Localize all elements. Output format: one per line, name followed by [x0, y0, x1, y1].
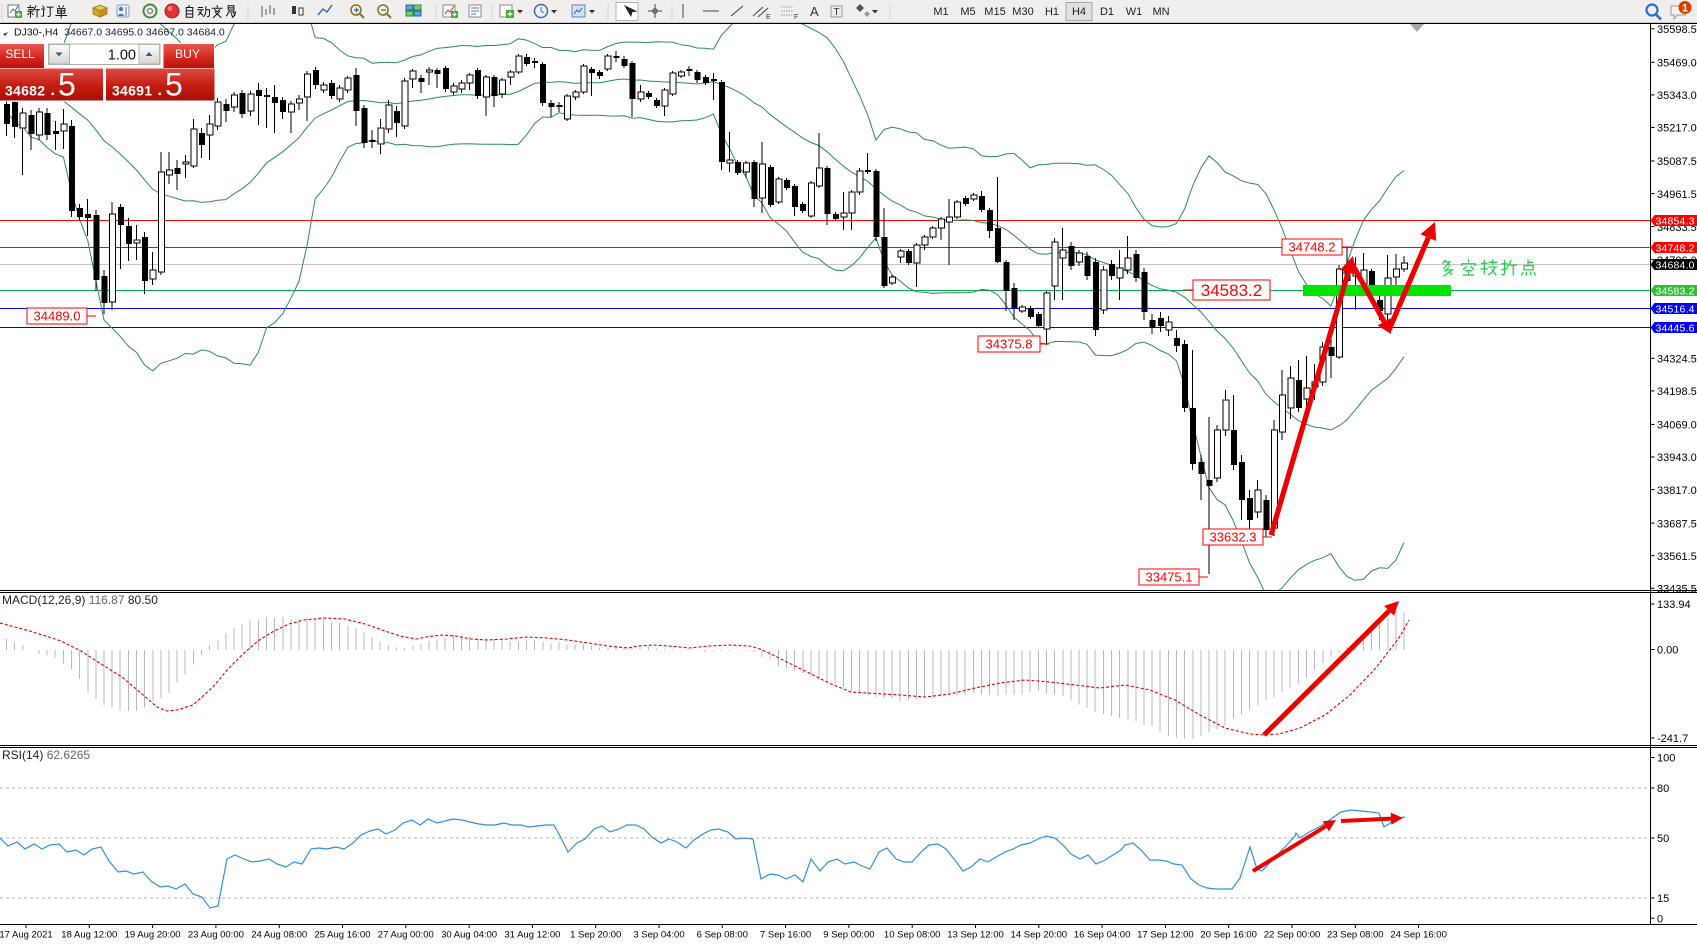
svg-text:24 Aug 08:00: 24 Aug 08:00 [251, 930, 307, 941]
svg-text:1: 1 [1682, 3, 1688, 15]
svg-text:33687.5: 33687.5 [1657, 518, 1697, 530]
svg-text:34691: 34691 [112, 83, 152, 99]
svg-text:M1: M1 [933, 6, 948, 18]
svg-text:34324.5: 34324.5 [1657, 354, 1697, 366]
svg-text:133.94: 133.94 [1657, 599, 1691, 611]
svg-text:14 Sep 20:00: 14 Sep 20:00 [1011, 930, 1068, 941]
svg-text:34583.2: 34583.2 [1656, 286, 1695, 298]
svg-text:W1: W1 [1126, 6, 1143, 18]
svg-text:RSI(14) 62.6265: RSI(14) 62.6265 [2, 748, 90, 762]
svg-text:16 Sep 04:00: 16 Sep 04:00 [1074, 930, 1131, 941]
svg-text:SELL: SELL [5, 47, 35, 61]
svg-text:33943.0: 33943.0 [1657, 452, 1697, 464]
svg-text:34445.6: 34445.6 [1656, 323, 1695, 335]
svg-text:5: 5 [165, 67, 183, 103]
svg-text:9 Sep 00:00: 9 Sep 00:00 [823, 930, 874, 941]
svg-text:23 Aug 00:00: 23 Aug 00:00 [188, 930, 244, 941]
svg-text:0: 0 [1657, 913, 1663, 925]
svg-text:5: 5 [58, 67, 76, 103]
svg-text:25 Aug 16:00: 25 Aug 16:00 [315, 930, 371, 941]
svg-text:50: 50 [1657, 833, 1669, 845]
svg-text:M15: M15 [984, 6, 1005, 18]
svg-text:17 Sep 12:00: 17 Sep 12:00 [1137, 930, 1194, 941]
svg-text:15: 15 [1657, 893, 1669, 905]
svg-text:24 Sep 16:00: 24 Sep 16:00 [1390, 930, 1447, 941]
svg-text:T: T [834, 7, 840, 18]
svg-text:E: E [766, 14, 771, 21]
svg-text:A: A [810, 4, 819, 19]
svg-text:27 Aug 00:00: 27 Aug 00:00 [378, 930, 434, 941]
svg-text:13 Sep 12:00: 13 Sep 12:00 [947, 930, 1004, 941]
svg-text:33475.1: 33475.1 [1146, 570, 1193, 585]
svg-text:.: . [158, 82, 162, 99]
svg-text:F: F [794, 14, 798, 21]
svg-text:22 Sep 00:00: 22 Sep 00:00 [1264, 930, 1321, 941]
svg-text:35217.0: 35217.0 [1657, 123, 1697, 135]
svg-text:34854.3: 34854.3 [1656, 216, 1695, 228]
svg-text:DJ30-,H4 34667.0 34695.0 3466: DJ30-,H4 34667.0 34695.0 34667.0 34684.0 [14, 27, 225, 39]
svg-text:100: 100 [1657, 753, 1675, 765]
svg-text:34684.0: 34684.0 [1656, 260, 1695, 272]
svg-text:H1: H1 [1045, 6, 1059, 18]
svg-text:23 Sep 08:00: 23 Sep 08:00 [1327, 930, 1384, 941]
svg-text:34748.2: 34748.2 [1289, 240, 1336, 255]
svg-text:7 Sep 16:00: 7 Sep 16:00 [760, 930, 811, 941]
svg-text:MACD(12,26,9) 116.87 80.50: MACD(12,26,9) 116.87 80.50 [2, 593, 158, 607]
svg-text:33632.3: 33632.3 [1210, 530, 1257, 545]
svg-text:.: . [51, 82, 55, 99]
svg-text:10 Sep 08:00: 10 Sep 08:00 [884, 930, 941, 941]
svg-text:35087.5: 35087.5 [1657, 156, 1697, 168]
svg-text:M30: M30 [1012, 6, 1033, 18]
svg-text:30 Aug 04:00: 30 Aug 04:00 [441, 930, 497, 941]
svg-text:MN: MN [1152, 6, 1169, 18]
svg-text:33435.5: 33435.5 [1657, 584, 1697, 596]
svg-text:19 Aug 20:00: 19 Aug 20:00 [125, 930, 181, 941]
svg-text:34961.5: 34961.5 [1657, 189, 1697, 201]
svg-text:H4: H4 [1072, 6, 1086, 18]
svg-text:1.00: 1.00 [108, 48, 136, 64]
svg-text:34069.0: 34069.0 [1657, 420, 1697, 432]
svg-text:35598.5: 35598.5 [1657, 24, 1697, 36]
svg-text:80: 80 [1657, 783, 1669, 795]
svg-text:34375.8: 34375.8 [986, 337, 1033, 352]
svg-text:0.00: 0.00 [1657, 645, 1678, 657]
svg-text:1 Sep 20:00: 1 Sep 20:00 [570, 930, 621, 941]
svg-text:33817.0: 33817.0 [1657, 485, 1697, 497]
svg-text:34489.0: 34489.0 [34, 309, 81, 324]
svg-text:20 Sep 16:00: 20 Sep 16:00 [1200, 930, 1257, 941]
svg-text:D1: D1 [1100, 6, 1114, 18]
svg-text:34516.4: 34516.4 [1656, 304, 1695, 316]
svg-text:18 Aug 12:00: 18 Aug 12:00 [61, 930, 117, 941]
svg-text:35469.0: 35469.0 [1657, 58, 1697, 70]
svg-text:3 Sep 04:00: 3 Sep 04:00 [633, 930, 684, 941]
svg-text:-241.7: -241.7 [1657, 733, 1688, 745]
svg-text:35343.0: 35343.0 [1657, 90, 1697, 102]
svg-text:33561.5: 33561.5 [1657, 551, 1697, 563]
svg-text:M5: M5 [960, 6, 975, 18]
svg-text:31 Aug 12:00: 31 Aug 12:00 [504, 930, 560, 941]
svg-text:34682: 34682 [5, 83, 45, 99]
svg-text:6 Sep 08:00: 6 Sep 08:00 [697, 930, 748, 941]
svg-text:17 Aug 2021: 17 Aug 2021 [0, 930, 53, 941]
svg-text:34583.2: 34583.2 [1201, 281, 1262, 300]
svg-text:BUY: BUY [175, 47, 200, 61]
svg-text:34198.5: 34198.5 [1657, 386, 1697, 398]
svg-text:34748.2: 34748.2 [1656, 243, 1695, 255]
